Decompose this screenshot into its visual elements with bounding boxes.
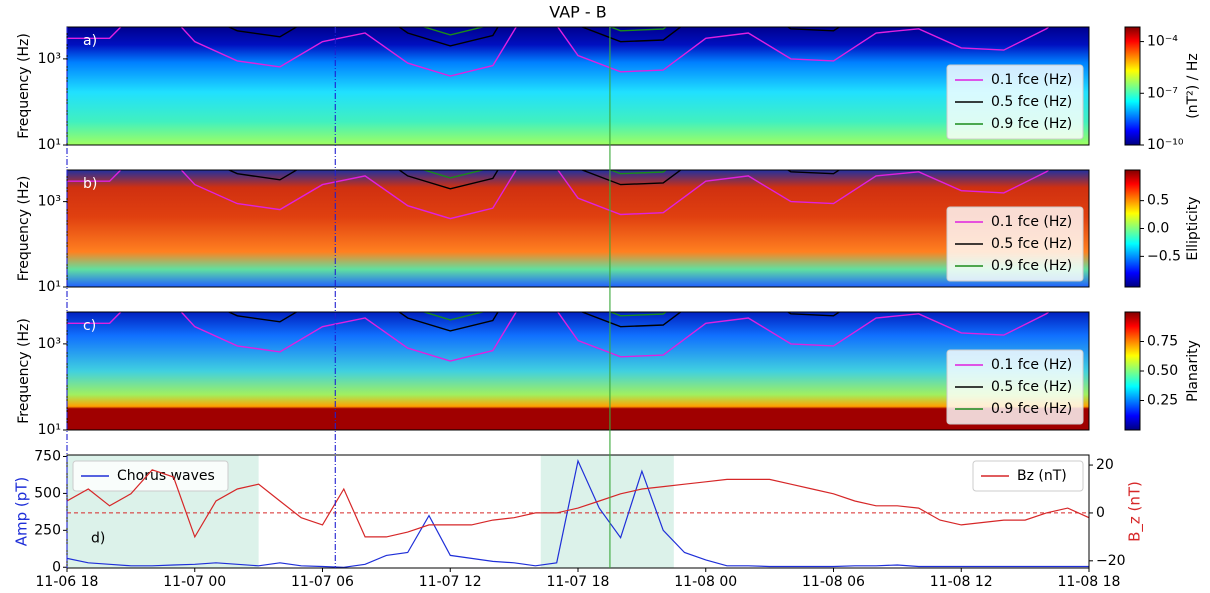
y-axis-label: Amp (pT)	[13, 477, 31, 547]
x-tick-label: 11-08 06	[802, 574, 865, 590]
spectrogram	[67, 170, 1089, 287]
y-axis-label: Frequency (Hz)	[16, 176, 32, 282]
colorbar-tick-label: 0.25	[1147, 393, 1178, 409]
legend-box	[946, 206, 1084, 282]
legend-box	[72, 460, 229, 492]
y-tick-label: 10³	[38, 336, 61, 352]
colorbar	[1124, 311, 1141, 431]
colorbar	[1124, 169, 1141, 288]
y-tick-label: 10³	[38, 194, 61, 210]
y-tick-label: 0	[52, 559, 61, 575]
y-tick-label: 750	[34, 448, 61, 464]
x-tick-label: 11-07 12	[419, 574, 482, 590]
colorbar-label: (nT²) / Hz	[1185, 53, 1201, 118]
y-axis-label: Frequency (Hz)	[16, 318, 32, 424]
spectrogram	[67, 312, 1089, 430]
colorbar-tick-label: 0.5	[1147, 193, 1169, 209]
panel-label: a)	[83, 33, 97, 49]
y-tick-label: 250	[34, 522, 61, 538]
y-axis-label: Frequency (Hz)	[16, 33, 32, 139]
legend-label: 0.9 fce (Hz)	[991, 116, 1072, 132]
fce-line	[67, 170, 1050, 220]
legend-label: 0.5 fce (Hz)	[991, 236, 1072, 252]
legend-label: 0.5 fce (Hz)	[991, 94, 1072, 110]
colorbar	[1124, 26, 1141, 146]
legend-label: 0.9 fce (Hz)	[991, 401, 1072, 417]
x-tick-label: 11-07 18	[547, 574, 610, 590]
legend-label: Chorus waves	[117, 468, 215, 484]
y-tick-label: 10¹	[38, 137, 61, 153]
legend-label: 0.5 fce (Hz)	[991, 379, 1072, 395]
x-tick-label: 11-07 00	[163, 574, 226, 590]
colorbar-tick-label: 10⁻⁷	[1147, 85, 1178, 101]
fce-line	[227, 170, 841, 190]
y-tick-label: 10³	[38, 51, 61, 67]
y-tick-label: 500	[34, 485, 61, 501]
colorbar-label: Ellipticity	[1185, 196, 1201, 260]
colorbar-tick-label: 10⁻¹⁰	[1147, 137, 1184, 153]
series-line	[67, 458, 1089, 568]
colorbar-tick-label: −0.5	[1147, 248, 1181, 264]
figure-title: VAP - B	[549, 3, 606, 22]
fce-line	[227, 312, 841, 332]
x-tick-label: 11-08 18	[1058, 574, 1121, 590]
y-tick-label: 10¹	[38, 279, 61, 295]
y2-tick-label: 0	[1096, 505, 1105, 521]
y2-tick-label: 20	[1096, 457, 1114, 473]
legend-label: 0.1 fce (Hz)	[991, 72, 1072, 88]
legend-box	[946, 349, 1084, 425]
y2-axis-label: B_z (nT)	[1126, 481, 1145, 542]
spectrogram	[67, 27, 1089, 145]
fce-line	[227, 27, 841, 47]
colorbar-label: Planarity	[1185, 340, 1201, 402]
panel-label: d)	[91, 530, 105, 546]
colorbar-tick-label: 0.75	[1147, 334, 1178, 350]
colorbar-tick-label: 0.0	[1147, 221, 1169, 237]
y-tick-label: 10¹	[38, 422, 61, 438]
fce-line	[67, 27, 1050, 77]
panel-label: b)	[83, 176, 97, 192]
legend-box	[946, 64, 1084, 140]
x-tick-label: 11-08 00	[674, 574, 737, 590]
legend-box	[972, 460, 1084, 492]
legend-label: Bz (nT)	[1017, 468, 1067, 484]
x-tick-label: 11-07 06	[291, 574, 354, 590]
x-tick-label: 11-06 18	[36, 574, 99, 590]
x-tick-label: 11-08 12	[930, 574, 993, 590]
legend-label: 0.9 fce (Hz)	[991, 258, 1072, 274]
colorbar-tick-label: 0.50	[1147, 363, 1178, 379]
series-line	[67, 469, 1089, 539]
colorbar-tick-label: 10⁻⁴	[1147, 34, 1178, 50]
panel-label: c)	[83, 318, 96, 334]
legend-label: 0.1 fce (Hz)	[991, 214, 1072, 230]
legend-label: 0.1 fce (Hz)	[991, 357, 1072, 373]
fce-line	[67, 312, 1050, 362]
y2-tick-label: −20	[1096, 553, 1126, 569]
